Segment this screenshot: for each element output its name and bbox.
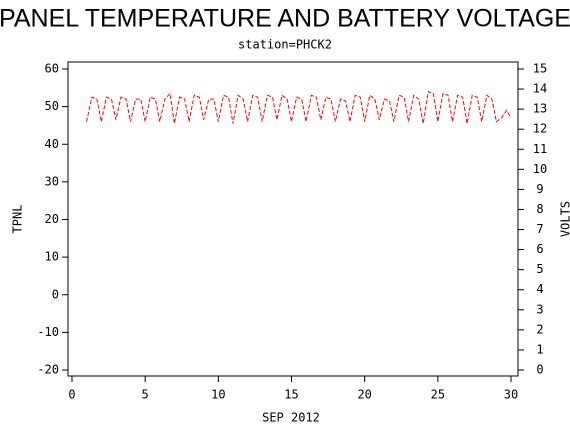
y2-tick-label: 10: [533, 162, 547, 176]
y2-tick-label: 13: [533, 102, 547, 116]
y2-tick-label: 1: [536, 342, 543, 356]
y-tick-label: 20: [45, 212, 59, 226]
x-tick-label: 30: [504, 388, 518, 402]
y2-tick-label: 14: [533, 82, 547, 96]
data-line: [86, 90, 512, 124]
y-tick-label: -20: [37, 363, 59, 377]
chart-subtitle: station=PHCK2: [238, 38, 332, 52]
y2-tick-label: 0: [536, 363, 543, 377]
y2-tick-label: 8: [536, 202, 543, 216]
y-tick-label: 30: [45, 174, 59, 188]
y-tick-label: 40: [45, 137, 59, 151]
x-axis-label: SEP 2012: [262, 411, 320, 425]
y2-tick-label: 7: [536, 222, 543, 236]
y-tick-label: 10: [45, 250, 59, 264]
y2-tick-label: 3: [536, 302, 543, 316]
y2-tick-label: 12: [533, 122, 547, 136]
x-tick-label: 20: [357, 388, 371, 402]
y-tick-label: 50: [45, 99, 59, 113]
y2-tick-label: 6: [536, 242, 543, 256]
y2-axis-label: VOLTS: [559, 201, 570, 237]
chart-title: PANEL TEMPERATURE AND BATTERY VOLTAGE: [0, 5, 570, 33]
y2-tick-label: 15: [533, 62, 547, 76]
y-tick-label: 0: [52, 287, 59, 301]
y-tick-label: 60: [45, 62, 59, 76]
y2-tick-label: 11: [533, 142, 547, 156]
plot-frame: [67, 61, 519, 377]
y2-tick-label: 4: [536, 282, 543, 296]
y-tick-label: -10: [37, 325, 59, 339]
y2-tick-label: 5: [536, 262, 543, 276]
x-tick-label: 25: [431, 388, 445, 402]
y2-tick-label: 9: [536, 182, 543, 196]
y-axis-label: TPNL: [11, 205, 25, 234]
y2-tick-label: 2: [536, 322, 543, 336]
x-tick-label: 5: [142, 388, 149, 402]
x-tick-label: 0: [68, 388, 75, 402]
x-tick-label: 15: [284, 388, 298, 402]
x-tick-label: 10: [211, 388, 225, 402]
